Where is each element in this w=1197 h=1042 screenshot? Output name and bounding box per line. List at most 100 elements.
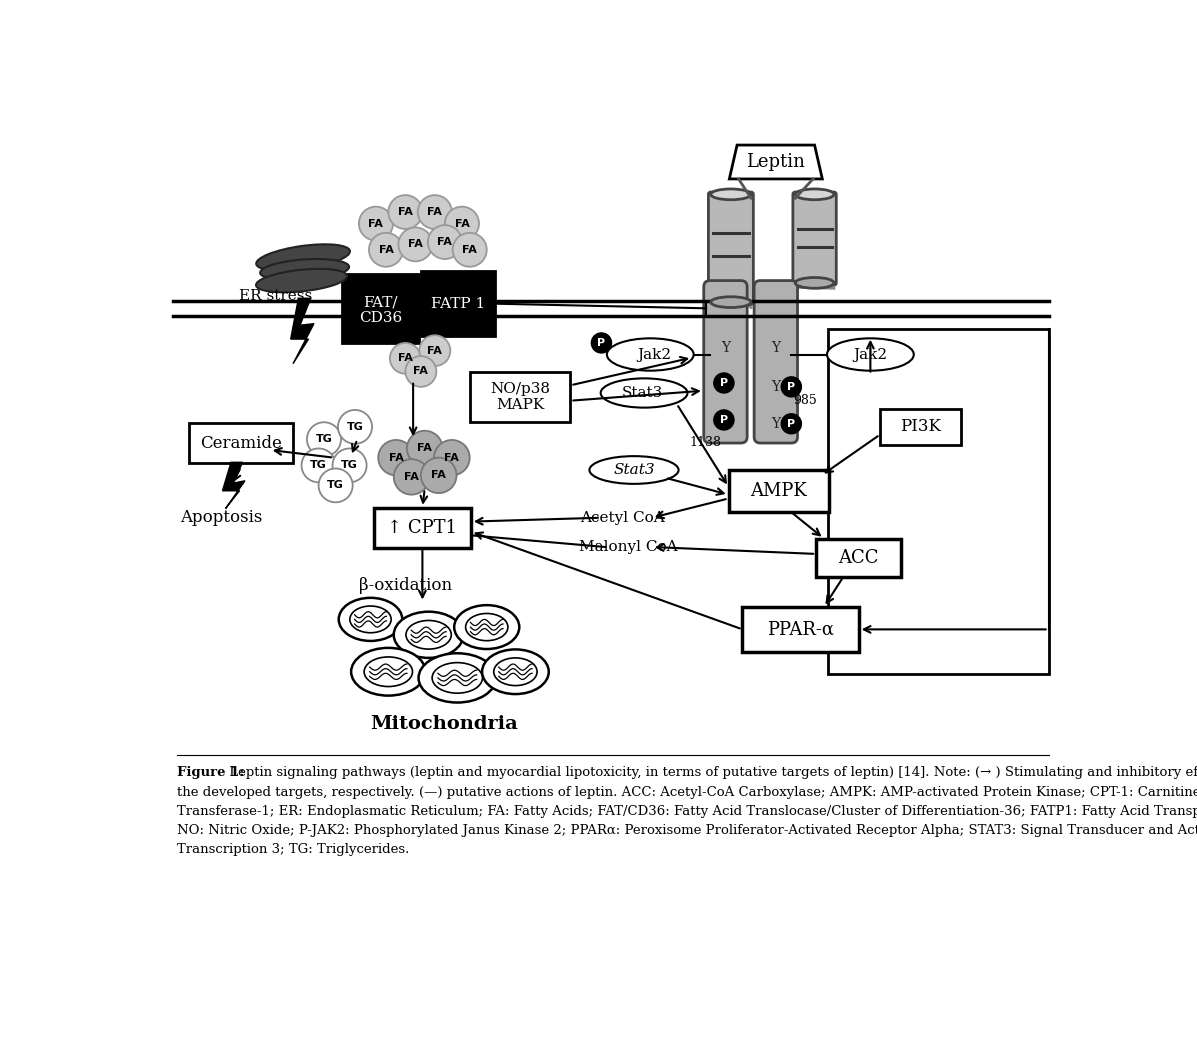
Text: Transcription 3; TG: Triglycerides.: Transcription 3; TG: Triglycerides. — [177, 843, 409, 857]
Circle shape — [369, 232, 403, 267]
Ellipse shape — [711, 297, 751, 307]
Bar — [816, 539, 901, 577]
Polygon shape — [223, 463, 245, 508]
Text: MAPK: MAPK — [496, 398, 545, 412]
Text: FA: FA — [397, 353, 413, 364]
Circle shape — [418, 195, 452, 229]
Ellipse shape — [482, 649, 548, 694]
Text: Ceramide: Ceramide — [200, 435, 282, 451]
Text: FA: FA — [408, 240, 423, 249]
FancyBboxPatch shape — [754, 280, 797, 443]
Text: FA: FA — [437, 238, 452, 247]
Circle shape — [338, 410, 372, 444]
Ellipse shape — [256, 269, 347, 293]
Text: Y: Y — [721, 417, 730, 430]
Text: P: P — [788, 381, 795, 392]
Text: Y: Y — [771, 417, 780, 430]
Text: FA: FA — [427, 346, 442, 355]
Circle shape — [407, 430, 443, 466]
Text: ER stress: ER stress — [238, 289, 311, 303]
Text: TG: TG — [327, 480, 344, 491]
FancyBboxPatch shape — [704, 280, 747, 443]
Bar — [373, 507, 470, 548]
Ellipse shape — [454, 605, 519, 649]
Text: the developed targets, respectively. (—) putative actions of leptin. ACC: Acetyl: the developed targets, respectively. (—)… — [177, 786, 1197, 799]
Text: Stat3: Stat3 — [622, 386, 663, 400]
Text: TG: TG — [310, 461, 327, 470]
Circle shape — [406, 356, 437, 387]
Text: Y: Y — [771, 380, 780, 394]
Text: FA: FA — [431, 470, 446, 480]
Circle shape — [782, 414, 802, 433]
Text: ACC: ACC — [839, 549, 879, 567]
Text: FA: FA — [413, 367, 429, 376]
Text: β-oxidation: β-oxidation — [359, 577, 452, 594]
Bar — [342, 274, 419, 343]
Text: FA: FA — [405, 472, 419, 482]
Text: FA: FA — [462, 245, 478, 255]
Ellipse shape — [351, 648, 425, 696]
Circle shape — [333, 448, 366, 482]
Circle shape — [782, 377, 802, 397]
Text: Acetyl CoA: Acetyl CoA — [581, 511, 664, 525]
Circle shape — [302, 448, 335, 482]
Text: Figure 1:: Figure 1: — [177, 767, 244, 779]
Circle shape — [399, 227, 432, 262]
Bar — [828, 329, 1049, 674]
FancyBboxPatch shape — [709, 192, 753, 304]
Text: FA: FA — [369, 219, 383, 228]
Circle shape — [713, 410, 734, 430]
Bar — [742, 607, 858, 651]
Text: FA: FA — [427, 207, 442, 217]
Bar — [189, 423, 293, 463]
Text: FATP 1: FATP 1 — [431, 297, 485, 311]
Circle shape — [359, 206, 393, 241]
Text: PPAR-α: PPAR-α — [767, 620, 834, 639]
Polygon shape — [291, 298, 314, 364]
Text: P: P — [719, 415, 728, 425]
Ellipse shape — [339, 598, 402, 641]
Circle shape — [388, 195, 423, 229]
Text: CD36: CD36 — [359, 311, 402, 324]
Text: FA: FA — [418, 444, 432, 453]
Text: 985: 985 — [792, 394, 816, 407]
Circle shape — [435, 440, 469, 475]
Circle shape — [394, 460, 430, 495]
Text: TG: TG — [341, 461, 358, 470]
Text: Jak2: Jak2 — [637, 347, 672, 362]
Ellipse shape — [795, 189, 834, 200]
Ellipse shape — [589, 456, 679, 483]
Text: FA: FA — [389, 452, 403, 463]
Circle shape — [427, 225, 462, 259]
Text: FA: FA — [397, 207, 413, 217]
Ellipse shape — [260, 259, 350, 280]
Ellipse shape — [795, 277, 834, 289]
Ellipse shape — [607, 339, 694, 371]
FancyBboxPatch shape — [792, 192, 837, 286]
Circle shape — [419, 336, 450, 366]
Circle shape — [421, 457, 456, 493]
Text: TG: TG — [347, 422, 364, 431]
Text: Y: Y — [721, 380, 730, 394]
Circle shape — [591, 333, 612, 353]
Text: PI3K: PI3K — [900, 419, 941, 436]
Text: Leptin signaling pathways (leptin and myocardial lipotoxicity, in terms of putat: Leptin signaling pathways (leptin and my… — [225, 767, 1197, 779]
Ellipse shape — [601, 378, 687, 407]
Ellipse shape — [256, 244, 350, 271]
Text: P: P — [719, 378, 728, 388]
Text: P: P — [788, 419, 795, 429]
Text: Malonyl CoA: Malonyl CoA — [579, 540, 678, 554]
Polygon shape — [729, 145, 822, 179]
Text: Stat3: Stat3 — [613, 463, 655, 477]
Circle shape — [390, 343, 421, 374]
Ellipse shape — [419, 653, 496, 702]
Text: Leptin: Leptin — [747, 153, 806, 171]
Circle shape — [713, 373, 734, 393]
Text: NO: Nitric Oxide; P-JAK2: Phosphorylated Janus Kinase 2; PPARα: Peroxisome Proli: NO: Nitric Oxide; P-JAK2: Phosphorylated… — [177, 824, 1197, 837]
Circle shape — [306, 422, 341, 456]
Text: FA: FA — [455, 219, 469, 228]
Text: TG: TG — [316, 435, 333, 444]
Circle shape — [452, 232, 487, 267]
Circle shape — [378, 440, 414, 475]
Circle shape — [445, 206, 479, 241]
